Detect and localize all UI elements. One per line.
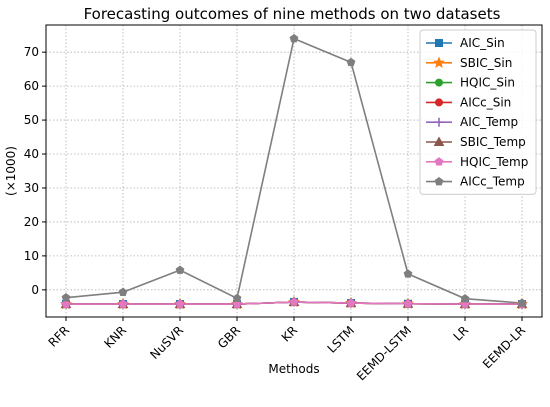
y-axis: 0 10 20 30 40 50 60 70	[24, 45, 46, 297]
legend-entry-label: HQIC_Sin	[460, 76, 515, 90]
y-tick-label: 70	[24, 45, 39, 59]
data-point	[346, 57, 356, 67]
data-point	[289, 33, 299, 43]
chart-title: Forecasting outcomes of nine methods on …	[84, 5, 501, 23]
legend-marker	[434, 176, 444, 186]
x-axis-label: Methods	[268, 362, 319, 376]
legend-marker	[435, 98, 443, 107]
data-point	[175, 299, 185, 308]
data-point	[118, 287, 128, 296]
data-point	[403, 269, 413, 278]
x-tick-label: KR	[279, 323, 300, 344]
data-point	[517, 298, 527, 307]
data-point	[289, 297, 299, 306]
legend-entry-label: AICc_Sin	[460, 95, 511, 109]
y-tick-label: 60	[24, 79, 39, 93]
data-point	[460, 294, 470, 303]
y-axis-label: (×1000)	[4, 146, 18, 196]
legend-marker	[434, 117, 444, 127]
y-tick-label: 30	[24, 181, 39, 195]
x-tick-label: GBR	[215, 323, 243, 351]
data-point	[118, 299, 128, 308]
x-tick-label: EEMD-LR	[480, 323, 528, 371]
legend-marker	[435, 39, 443, 47]
legend-entry-label: HQIC_Temp	[460, 155, 528, 169]
data-point	[61, 299, 71, 308]
legend-marker	[433, 136, 445, 146]
legend-box	[419, 29, 537, 195]
x-tick-label: NuSVR	[147, 323, 186, 362]
y-tick-label: 50	[24, 113, 39, 127]
legend-marker	[435, 78, 443, 87]
y-tick-label: 40	[24, 147, 39, 161]
data-point	[403, 299, 413, 308]
x-tick-label: RFR	[46, 323, 73, 350]
x-tick-label: LSTM	[325, 323, 358, 356]
data-point	[61, 293, 71, 302]
legend-marker	[433, 56, 445, 68]
legend-entry-label: AICc_Temp	[460, 175, 525, 189]
x-tick-label: KNR	[101, 323, 129, 351]
y-tick-label: 0	[31, 283, 39, 297]
x-tick-label: EEMD-LSTM	[354, 323, 414, 383]
legend-entry-label: AIC_Sin	[460, 36, 505, 50]
series-markers	[59, 33, 529, 310]
legend-entry-label: SBIC_Sin	[460, 56, 512, 70]
data-point	[232, 293, 242, 303]
y-tick-label: 20	[24, 215, 39, 229]
y-tick-label: 10	[24, 249, 39, 263]
legend: AIC_Sin SBIC_Sin HQIC_Sin AICc_Sin AIC_Temp S…	[419, 29, 537, 195]
legend-marker	[434, 157, 444, 166]
legend-entry-label: AIC_Temp	[460, 115, 518, 129]
data-point	[346, 298, 356, 307]
x-tick-label: LR	[451, 323, 472, 344]
legend-entry-label: SBIC_Temp	[460, 135, 526, 149]
data-point	[175, 265, 185, 274]
